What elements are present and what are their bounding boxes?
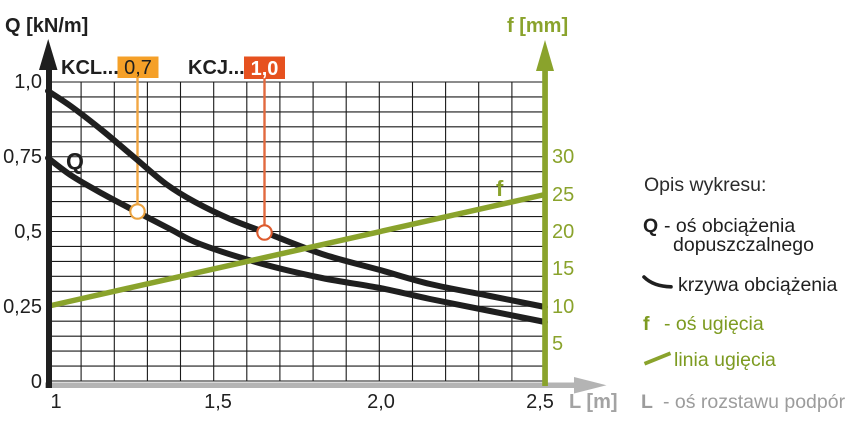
svg-text:1: 1 <box>50 391 61 413</box>
svg-text:20: 20 <box>552 221 574 243</box>
svg-text:krzywa obciążenia: krzywa obciążenia <box>678 274 837 296</box>
svg-text:Q: Q <box>643 215 658 237</box>
svg-text:0,25: 0,25 <box>3 296 42 318</box>
svg-text:KCJ...: KCJ... <box>188 57 245 79</box>
svg-text:- oś ugięcia: - oś ugięcia <box>664 313 764 335</box>
svg-text:f [mm]: f [mm] <box>507 15 568 37</box>
svg-text:0,7: 0,7 <box>124 57 152 79</box>
svg-text:L [m]: L [m] <box>569 391 618 413</box>
svg-text:f: f <box>643 313 650 335</box>
svg-text:- oś rozstawu podpór: - oś rozstawu podpór <box>663 391 846 413</box>
svg-text:1,0: 1,0 <box>14 71 42 93</box>
svg-text:Opis wykresu:: Opis wykresu: <box>644 174 766 196</box>
svg-text:linia ugięcia: linia ugięcia <box>674 349 776 371</box>
svg-text:Q: Q <box>66 148 84 174</box>
svg-text:1,0: 1,0 <box>251 58 279 80</box>
svg-text:f: f <box>496 176 504 201</box>
svg-text:5: 5 <box>552 333 563 355</box>
svg-text:- oś obciążenia: - oś obciążenia <box>664 215 795 237</box>
svg-text:30: 30 <box>552 146 574 168</box>
svg-text:dopuszczalnego: dopuszczalnego <box>673 234 814 256</box>
svg-text:0: 0 <box>31 371 42 393</box>
svg-text:1,5: 1,5 <box>204 391 232 413</box>
svg-text:15: 15 <box>552 258 574 280</box>
svg-text:0,5: 0,5 <box>14 221 42 243</box>
svg-text:0,75: 0,75 <box>3 146 42 168</box>
svg-text:Q [kN/m]: Q [kN/m] <box>5 15 88 37</box>
svg-text:25: 25 <box>552 184 574 206</box>
svg-text:2,5: 2,5 <box>526 391 554 413</box>
svg-text:KCL...: KCL... <box>61 57 119 79</box>
svg-text:10: 10 <box>552 296 574 318</box>
svg-text:2,0: 2,0 <box>367 391 395 413</box>
svg-text:L: L <box>641 391 653 413</box>
